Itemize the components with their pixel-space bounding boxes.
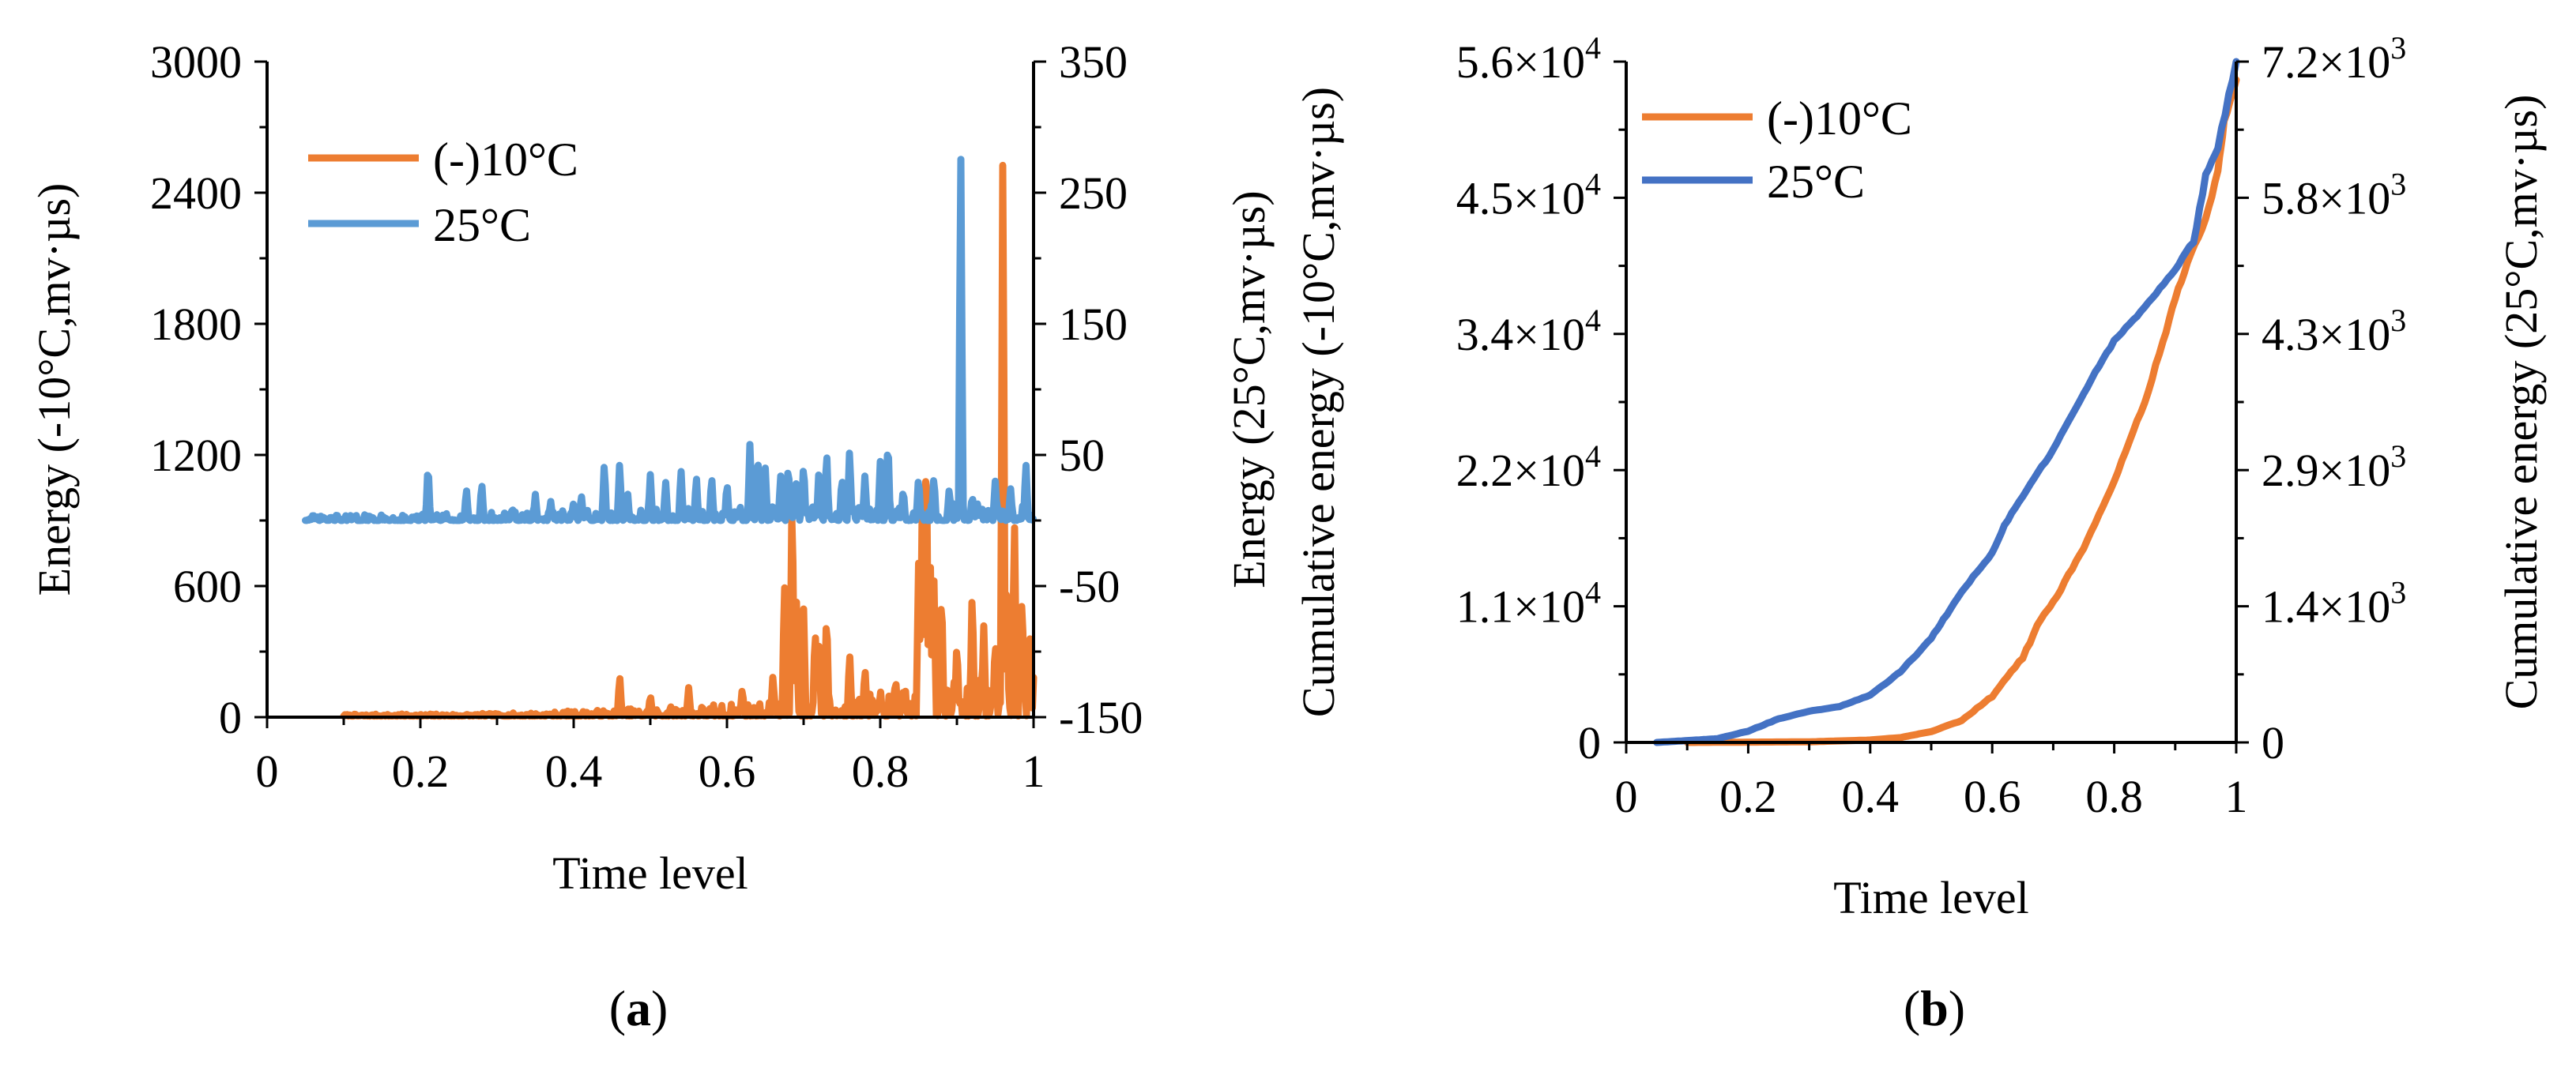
panel-a-y-right-tick-label: 50 [1059, 430, 1105, 481]
panel-a-y-left-tick-label: 600 [173, 561, 242, 612]
panel-a-y-left-tick-label: 2400 [150, 167, 242, 219]
panel-b-x-tick-label: 0 [1615, 771, 1638, 822]
panel-b-y-left-tick-label: 2.2×104 [1456, 438, 1601, 496]
panel-a-x-tick-label: 0.2 [392, 746, 450, 797]
panel-a-y-left-tick-label: 1800 [150, 299, 242, 350]
panel-b-legend-label-0: (-)10°C [1767, 92, 1912, 145]
panel-b-y-right-tick-label: 7.2×103 [2262, 30, 2406, 88]
panel-b-tick-exponent: 4 [1585, 438, 1601, 474]
panel-b-y-left-tick-label: 0 [1578, 717, 1601, 768]
panel-a: 0 0.2 0.4 0.6 0.8 1 0 600 1200 1800 2400 3000 -150 -5… [28, 36, 1275, 1036]
panel-b-series-1-line [1653, 58, 2240, 746]
panel-a-data [302, 156, 1038, 720]
panel-b-tick-exponent: 4 [1585, 30, 1601, 66]
panel-b-tick-mantissa: 7.2×10 [2262, 36, 2390, 88]
panel-a-y-right-tick-label: 350 [1059, 36, 1128, 88]
panel-a-x-tick-label: 0.6 [699, 746, 756, 797]
panel-a-legend-label-1: 25°C [433, 199, 531, 251]
panel-a-y-right-tick-label: 250 [1059, 167, 1128, 219]
panel-b-x-tick-label: 1 [2225, 771, 2248, 822]
panel-a-legend-label-0: (-)10°C [433, 133, 578, 186]
panel-b-tick-exponent: 4 [1585, 303, 1601, 338]
panel-b-x-tick-label: 0.8 [2085, 771, 2143, 822]
panel-b-x-tick-label: 0.6 [1964, 771, 2021, 822]
panel-b-tick-mantissa: 0 [2262, 717, 2284, 768]
panel-a-x-tick-label: 0 [256, 746, 279, 797]
panel-b-tick-exponent: 4 [1585, 166, 1601, 201]
panel-b-tick-mantissa: 4.3×10 [2262, 309, 2390, 360]
panel-b-tick-mantissa: 0 [1578, 717, 1601, 768]
panel-a-y-right-axis-title: Energy (25°C,mv·µs) [1223, 190, 1275, 588]
panel-b-y-right-tick-label: 5.8×103 [2262, 166, 2406, 224]
panel-a-y-left-tick-label: 0 [219, 692, 242, 743]
panel-a-x-tick-label: 1 [1022, 746, 1045, 797]
panel-a-legend: (-)10°C 25°C [308, 133, 578, 251]
panel-b-tick-exponent: 4 [1585, 575, 1601, 611]
panel-b-tick-exponent: 3 [2390, 303, 2406, 338]
panel-b-tick-mantissa: 5.6×10 [1456, 36, 1585, 88]
panel-a-y-left-tick-label: 1200 [150, 430, 242, 481]
panel-b-x-tick-label: 0.2 [1719, 771, 1777, 822]
panel-a-y-right-tick-label: -50 [1059, 561, 1120, 612]
panel-a-y-right-tick-label: -150 [1059, 692, 1143, 743]
panel-b-x-tick-label: 0.4 [1842, 771, 1900, 822]
panel-a-x-tick-label: 0.4 [545, 746, 603, 797]
panel-b-tick-exponent: 3 [2390, 438, 2406, 474]
panel-b-data [1653, 58, 2240, 746]
panel-b-tick-mantissa: 2.9×10 [2262, 445, 2390, 496]
panel-a-ticks: 0 0.2 0.4 0.6 0.8 1 0 600 1200 1800 2400 3000 -150 -5… [150, 36, 1143, 797]
panel-a-caption: (a) [609, 980, 668, 1036]
panel-b-y-left-axis-title: Cumulative energy (-10°C,mv·µs) [1293, 87, 1344, 717]
panel-b-caption: (b) [1904, 980, 1965, 1036]
panel-a-caption-letter: a [626, 980, 651, 1036]
panel-b-y-right-tick-label: 2.9×103 [2262, 438, 2406, 496]
panel-b-tick-mantissa: 3.4×10 [1456, 309, 1585, 360]
panel-b-tick-mantissa: 4.5×10 [1456, 172, 1585, 224]
panel-a-y-left-axis-title: Energy (-10°C,mv·µs) [28, 183, 80, 596]
panel-b-caption-letter: b [1920, 980, 1949, 1036]
panel-b-legend-label-1: 25°C [1767, 156, 1865, 208]
panel-b-tick-mantissa: 5.8×10 [2262, 172, 2390, 224]
panel-b-y-left-tick-label: 4.5×104 [1456, 166, 1601, 224]
panel-b-tick-mantissa: 2.2×10 [1456, 445, 1585, 496]
panel-a-series-1-line [302, 156, 1037, 524]
panel-b-y-right-tick-label: 1.4×103 [2262, 575, 2406, 633]
panel-b-tick-exponent: 3 [2390, 166, 2406, 201]
panel-b-y-right-axis-title: Cumulative energy (25°C,mv·µs) [2495, 95, 2547, 710]
panel-b-tick-exponent: 3 [2390, 575, 2406, 611]
panel-b-y-left-tick-label: 1.1×104 [1456, 575, 1601, 633]
panel-b-tick-mantissa: 1.4×10 [2262, 581, 2390, 633]
panel-b-ticks: 0 0.2 0.4 0.6 0.8 101.1×1042.2×1043.4×1044.5×… [1456, 30, 2406, 822]
panel-b-y-left-tick-label: 5.6×104 [1456, 30, 1601, 88]
panel-a-y-left-tick-label: 3000 [150, 36, 242, 88]
panel-a-y-right-tick-label: 150 [1059, 299, 1128, 350]
panel-a-x-tick-label: 0.8 [852, 746, 910, 797]
panel-b-legend: (-)10°C 25°C [1642, 92, 1912, 208]
panel-b-tick-mantissa: 1.1×10 [1456, 581, 1585, 633]
panel-b-y-left-tick-label: 3.4×104 [1456, 303, 1601, 360]
panel-b-y-right-tick-label: 4.3×103 [2262, 303, 2406, 360]
panel-b-x-axis-title: Time level [1833, 872, 2029, 923]
panel-a-x-axis-title: Time level [552, 847, 748, 899]
panel-b-tick-exponent: 3 [2390, 30, 2406, 66]
panel-b: 0 0.2 0.4 0.6 0.8 101.1×1042.2×1043.4×1044.5×… [1293, 30, 2547, 1036]
panel-b-y-right-tick-label: 0 [2262, 717, 2284, 768]
